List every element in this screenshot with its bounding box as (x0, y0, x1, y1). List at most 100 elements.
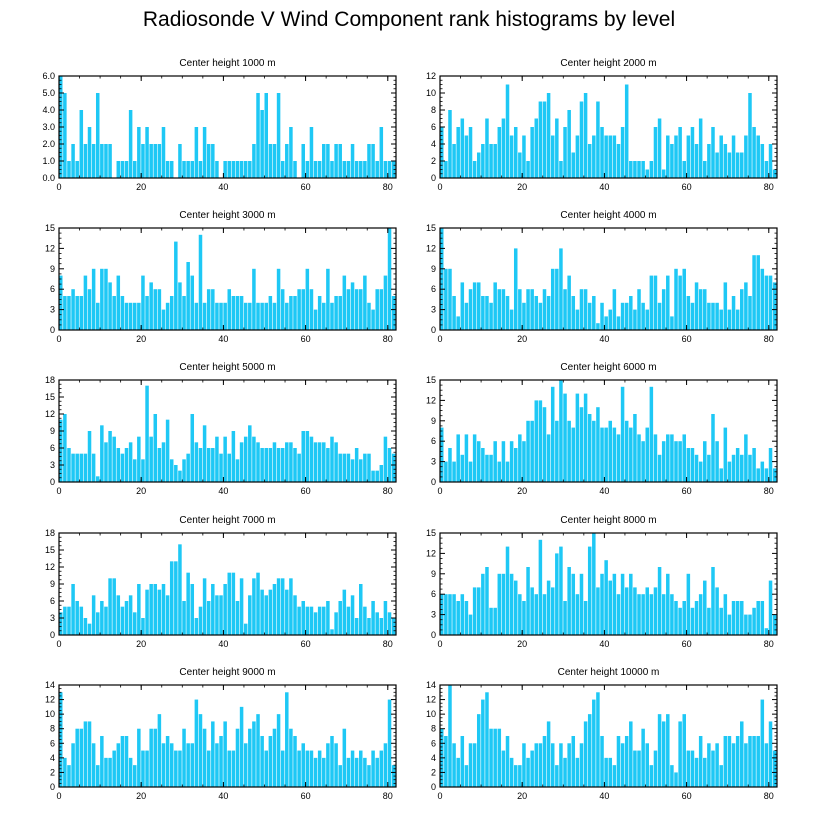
bar (95, 765, 100, 787)
bar (243, 302, 248, 330)
bar (563, 757, 567, 787)
bar (264, 302, 268, 330)
bar (563, 289, 567, 330)
bar (464, 601, 469, 635)
bar (744, 434, 748, 482)
bar (83, 453, 88, 482)
bar (305, 268, 310, 330)
bar (731, 743, 736, 787)
bar (87, 127, 92, 178)
x-tick-label: 20 (517, 791, 527, 801)
bar (301, 743, 305, 787)
bar (79, 296, 84, 330)
y-tick-label: 3 (50, 460, 55, 470)
x-tick-label: 0 (56, 182, 61, 192)
y-tick-label: 6 (50, 596, 55, 606)
bar (740, 289, 744, 330)
bar (476, 441, 481, 482)
bar (289, 442, 293, 482)
bar (354, 289, 359, 330)
bar (104, 757, 108, 787)
bar (501, 750, 506, 787)
panel-6: Center height 6000 m 0 20 40 60 80 0 3 6 9 12 15 (426, 362, 778, 496)
bar (383, 601, 388, 635)
y-tick-label: 18 (45, 528, 55, 538)
bar (645, 309, 649, 330)
bar (674, 441, 678, 482)
panel-8: Center height 8000 m 0 20 40 60 80 0 3 6 9 12 15 (426, 515, 778, 649)
bar (694, 757, 699, 787)
y-tick-label: 3 (431, 457, 436, 467)
bar (575, 594, 580, 635)
bar (285, 442, 289, 482)
bar (727, 614, 732, 635)
bar (223, 161, 227, 178)
bar (95, 476, 100, 482)
bar (649, 161, 654, 178)
y-tick-label: 6 (50, 443, 55, 453)
bar (678, 275, 682, 330)
y-tick-label: 15 (426, 375, 436, 385)
y-tick-label: 12 (45, 695, 55, 705)
bar (276, 93, 281, 178)
y-tick-label: 12 (426, 548, 436, 558)
bar (711, 302, 715, 330)
y-tick-label: 5.0 (42, 88, 55, 98)
bar (707, 454, 711, 482)
bar (128, 757, 133, 787)
bar (350, 144, 355, 178)
bar (165, 161, 170, 178)
panel-title: Center height 1000 m (179, 58, 275, 69)
bar (334, 144, 338, 178)
bar (600, 302, 604, 330)
bar (59, 612, 63, 635)
bar (670, 434, 674, 482)
bar (460, 594, 465, 635)
y-tick-label: 14 (45, 680, 55, 690)
bar (59, 419, 63, 482)
bar (444, 161, 448, 178)
bar (231, 572, 236, 635)
bar (637, 434, 641, 482)
bar (678, 607, 682, 635)
x-tick-label: 20 (517, 639, 527, 649)
bar (530, 289, 534, 330)
bar (256, 93, 260, 178)
bar (149, 584, 153, 635)
bar (698, 461, 703, 482)
bar (727, 461, 732, 482)
bar (493, 728, 497, 787)
bar (518, 289, 522, 330)
y-tick-label: 0 (50, 782, 55, 792)
bar (182, 459, 186, 482)
bar (723, 736, 728, 787)
y-tick-label: 4.0 (42, 105, 55, 115)
panel-title: Center height 3000 m (179, 210, 275, 221)
bar (161, 584, 166, 635)
bar (526, 757, 530, 787)
bar (363, 453, 367, 482)
bar (95, 612, 100, 635)
bar (227, 750, 232, 787)
y-tick-label: 4 (50, 753, 55, 763)
bar (534, 594, 539, 635)
bar (293, 595, 297, 635)
bar (116, 743, 121, 787)
bar (145, 127, 149, 178)
bar (608, 309, 613, 330)
bar (227, 161, 232, 178)
bar (522, 601, 526, 635)
bar (764, 628, 769, 635)
bar (243, 623, 248, 635)
bar (371, 144, 375, 178)
bar (575, 757, 580, 787)
bar (509, 441, 514, 482)
bar (748, 296, 752, 330)
bar (317, 606, 322, 635)
y-tick-label: 6.0 (42, 71, 55, 81)
bar (694, 282, 699, 330)
bar (67, 296, 71, 330)
bar (190, 584, 195, 635)
bar (526, 420, 530, 482)
x-tick-label: 20 (136, 791, 146, 801)
